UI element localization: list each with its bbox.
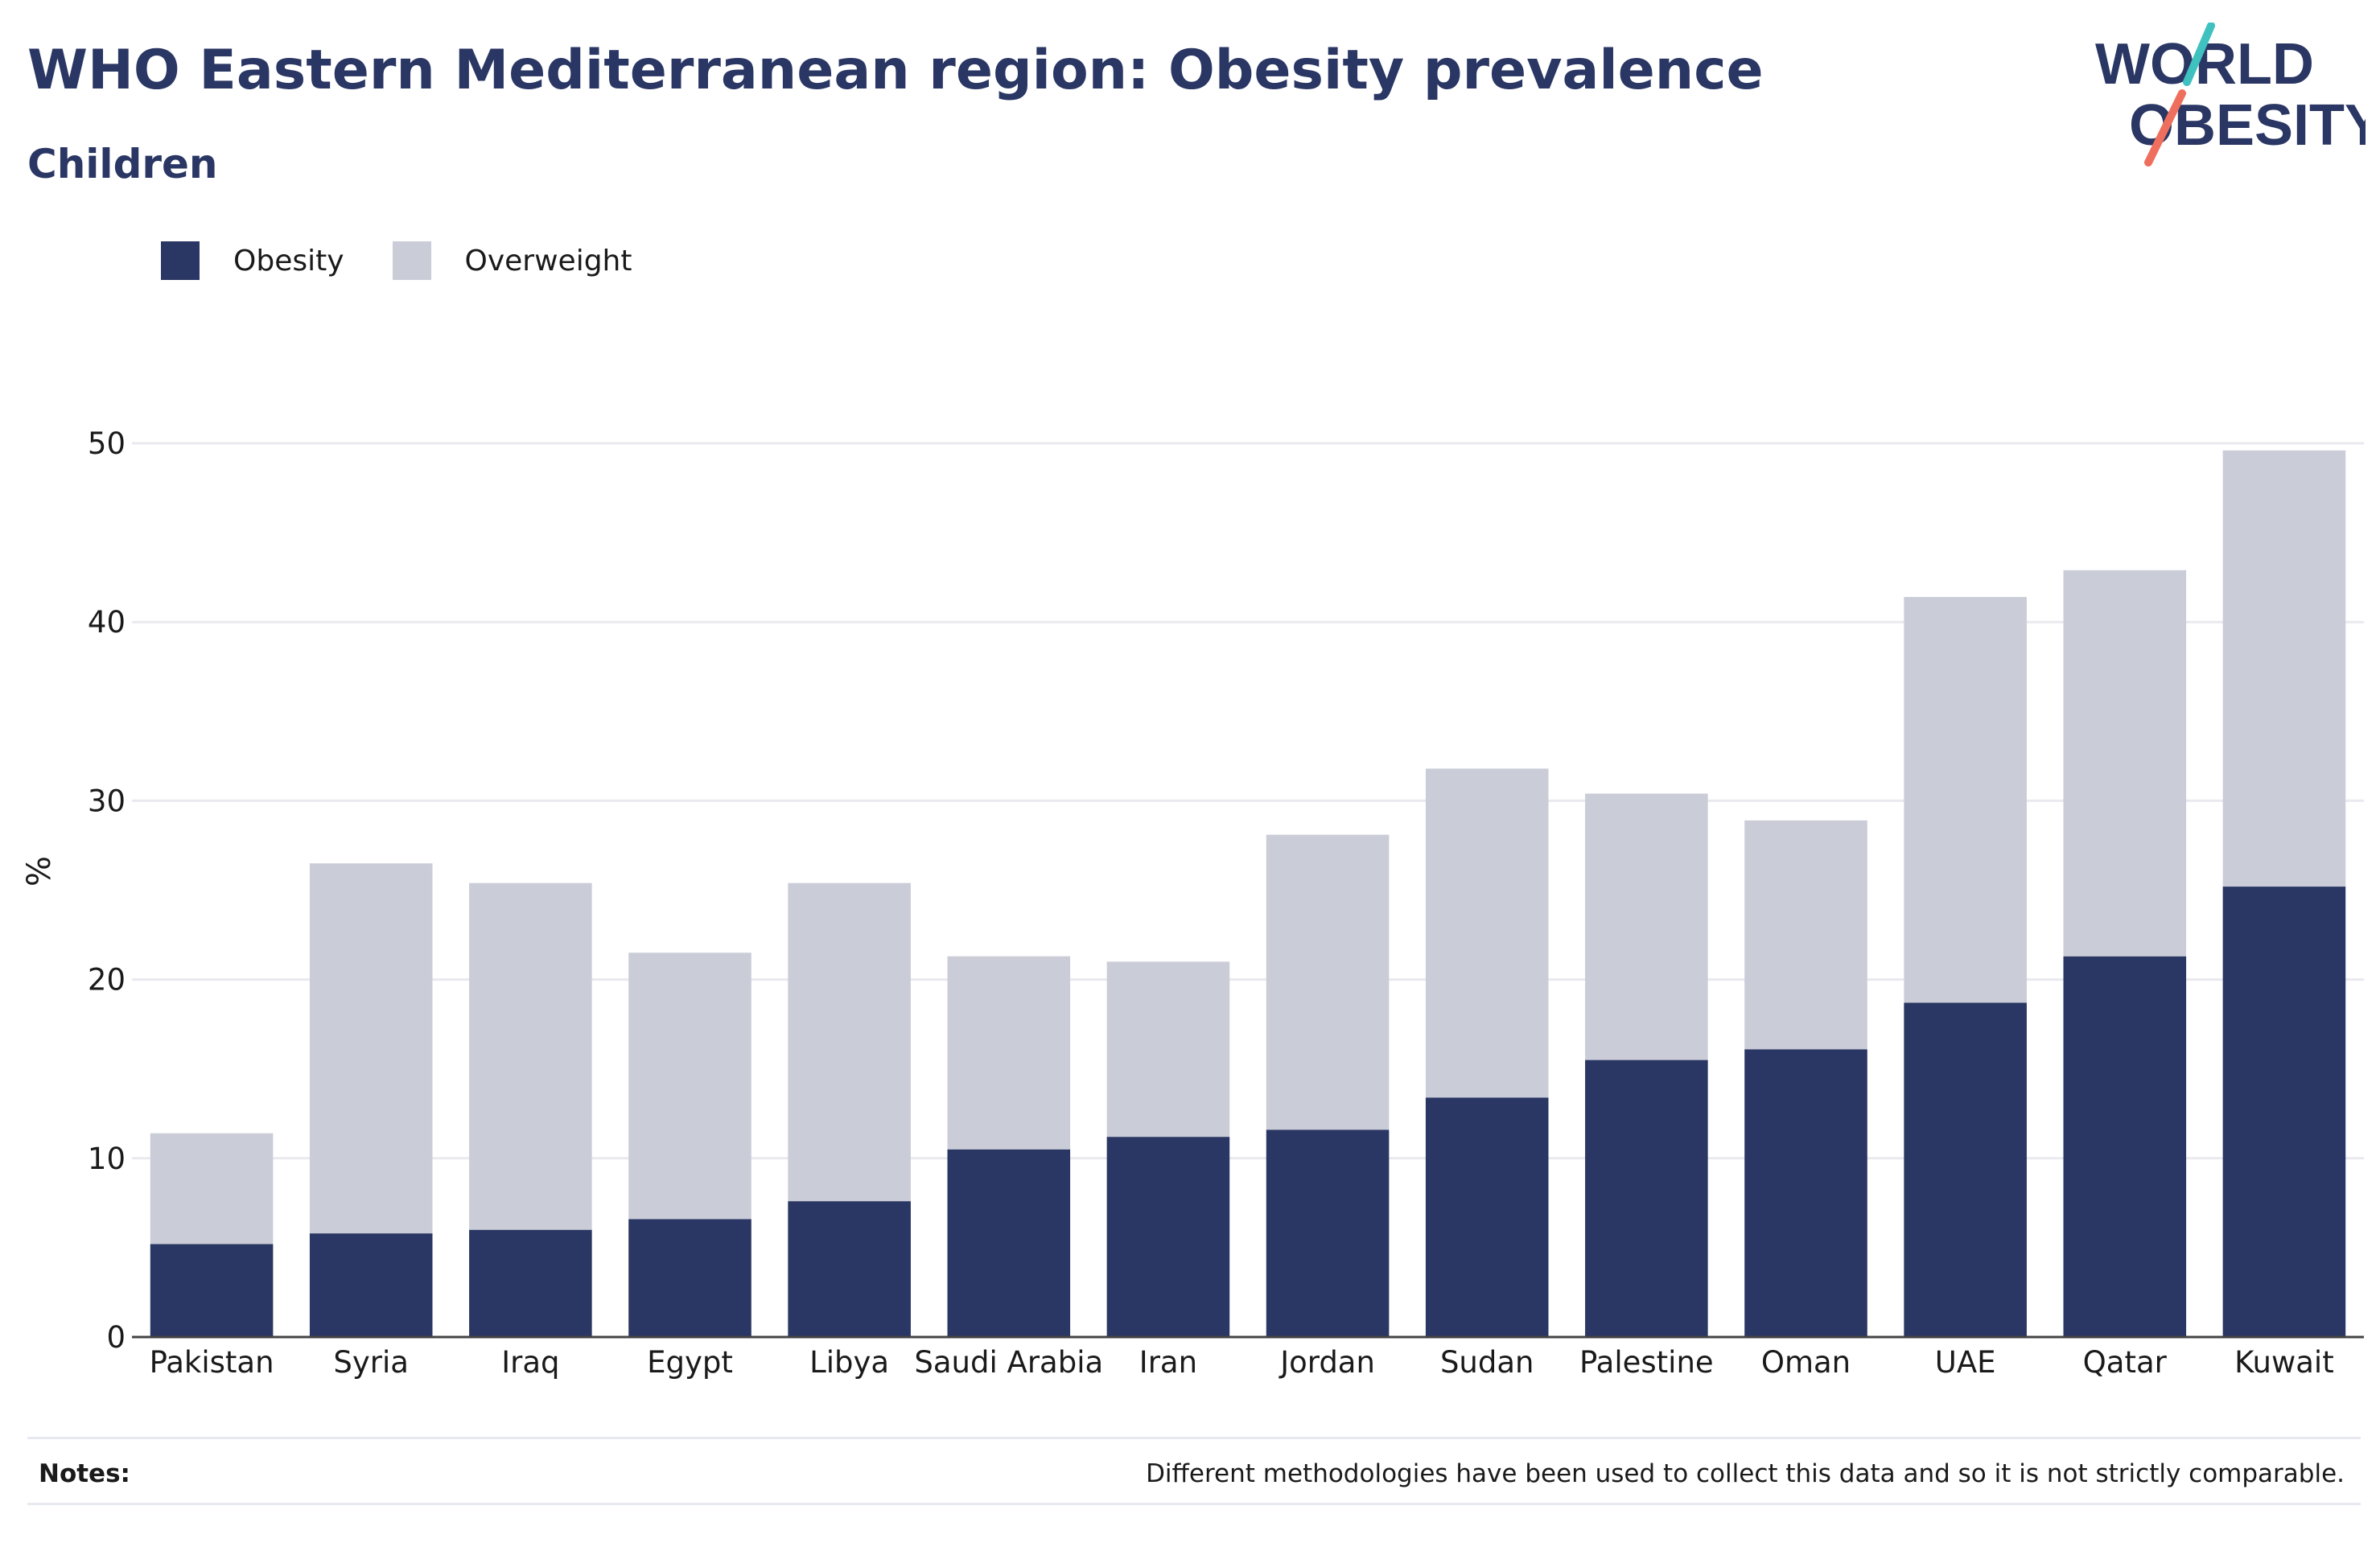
bar-obesity-syria — [309, 1233, 433, 1337]
x-tick-label-libya: Libya — [809, 1345, 889, 1380]
bar-overweight-palestine — [1585, 793, 1708, 1060]
bar-overweight-libya — [788, 883, 911, 1202]
bar-overweight-pakistan — [150, 1133, 274, 1245]
bar-obesity-iran — [1106, 1137, 1230, 1337]
y-tick-label-30: 30 — [88, 784, 126, 818]
legend-item-obesity[interactable]: Obesity — [161, 241, 344, 280]
bars — [150, 450, 2346, 1337]
x-tick-label-uae: UAE — [1935, 1345, 1996, 1380]
logo-slash-top — [2183, 23, 2215, 86]
x-tick-label-jordan: Jordan — [1279, 1345, 1375, 1380]
y-tick-label-40: 40 — [88, 605, 126, 640]
x-tick-label-qatar: Qatar — [2083, 1345, 2168, 1380]
x-tick-label-kuwait: Kuwait — [2234, 1345, 2334, 1380]
x-axis-ticks: Pakistan Syria Iraq Egypt Libya Saudi Arabia I… — [150, 1345, 2334, 1380]
bar-obesity-kuwait — [2222, 887, 2346, 1337]
legend-label-obesity: Obesity — [233, 244, 344, 278]
x-tick-label-iran: Iran — [1139, 1345, 1197, 1380]
legend-item-overweight[interactable]: Overweight — [392, 241, 632, 280]
bar-overweight-jordan — [1266, 834, 1390, 1130]
bar-obesity-oman — [1744, 1049, 1867, 1337]
bar-obesity-saudi-arabia — [947, 1149, 1071, 1337]
legend-swatch-overweight — [392, 241, 431, 280]
bar-obesity-pakistan — [150, 1244, 274, 1337]
x-tick-label-iraq: Iraq — [501, 1345, 559, 1380]
bar-overweight-saudi-arabia — [947, 956, 1071, 1150]
bar-obesity-palestine — [1585, 1059, 1708, 1337]
bar-obesity-libya — [788, 1201, 911, 1337]
chart-subtitle: Children — [27, 141, 218, 187]
notes-text: Different methodologies have been used t… — [1146, 1459, 2345, 1488]
legend-swatch-obesity — [161, 241, 200, 280]
bar-overweight-oman — [1744, 820, 1867, 1050]
chart-legend: Obesity Overweight — [161, 240, 680, 282]
y-axis-ticks: 0 10 20 30 40 50 — [88, 426, 126, 1355]
x-tick-label-syria: Syria — [333, 1345, 409, 1380]
y-tick-label-10: 10 — [88, 1142, 126, 1176]
bar-obesity-qatar — [2063, 956, 2187, 1337]
x-tick-label-sudan: Sudan — [1440, 1345, 1534, 1380]
bar-overweight-qatar — [2063, 570, 2187, 957]
notes-top-divider — [27, 1437, 2361, 1439]
bar-obesity-egypt — [628, 1219, 751, 1337]
notes-label: Notes: — [39, 1459, 130, 1488]
y-axis-label: % — [21, 856, 58, 887]
y-tick-label-50: 50 — [88, 426, 126, 461]
x-tick-label-saudi-arabia: Saudi Arabia — [914, 1345, 1103, 1380]
y-tick-label-20: 20 — [88, 963, 126, 998]
bar-obesity-uae — [1904, 1002, 2027, 1337]
world-obesity-logo: WORLD OBESITY — [2095, 23, 2366, 167]
legend-label-overweight: Overweight — [464, 244, 632, 278]
x-tick-label-palestine: Palestine — [1579, 1345, 1714, 1380]
bar-overweight-iraq — [469, 883, 592, 1230]
bar-obesity-sudan — [1425, 1097, 1549, 1337]
chart-title: WHO Eastern Mediterranean region: Obesit… — [27, 39, 1764, 102]
notes-bottom-divider — [27, 1503, 2361, 1505]
bar-obesity-jordan — [1266, 1129, 1390, 1337]
x-tick-label-egypt: Egypt — [647, 1345, 733, 1380]
bar-overweight-iran — [1106, 961, 1230, 1138]
bar-obesity-iraq — [469, 1229, 592, 1337]
x-tick-label-oman: Oman — [1761, 1345, 1851, 1380]
bar-overweight-uae — [1904, 597, 2027, 1003]
bar-overweight-egypt — [628, 952, 751, 1220]
bar-overweight-sudan — [1425, 768, 1549, 1098]
bar-overweight-syria — [309, 863, 433, 1234]
logo-slash-bottom — [2144, 89, 2186, 167]
x-tick-label-pakistan: Pakistan — [150, 1345, 274, 1380]
bar-overweight-kuwait — [2222, 450, 2346, 887]
gridlines — [132, 442, 2364, 1160]
y-tick-label-0: 0 — [106, 1320, 126, 1355]
